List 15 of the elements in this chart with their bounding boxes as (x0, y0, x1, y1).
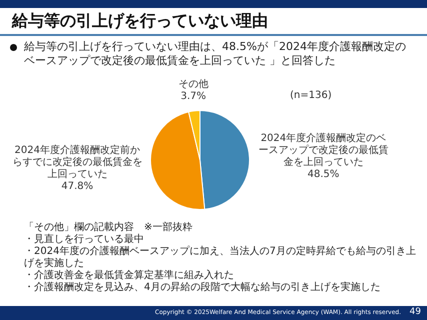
data-label: 3.7% (180, 90, 206, 102)
chart-subtitle: 給与等の引上げを行っていない理由は、48.5%が「2024年度介護報酬改定のベースアップで改定後の最低賃金を上回っていた 」と回答した (24, 40, 407, 68)
text: 49 (410, 307, 421, 317)
text: (n=136) (290, 90, 332, 101)
slice-label: 2024年度介護報酬改定前からすでに改定後の最低賃金を上回っていた (12, 145, 142, 180)
slice-label: その他 (178, 78, 208, 90)
text: ・介護改善金を最低賃金算定基準に組み入れた (24, 270, 235, 282)
data-label: 47.8% (61, 181, 94, 192)
text: ・介護報酬改定を見込み、4月の昇給の段階で大幅な給与の引き上げを実施した (24, 282, 382, 294)
text: 「その他」欄の記載内容 ※一部抜粋 (24, 222, 194, 234)
data-label: 48.5% (308, 169, 340, 180)
chart-title: 給与等の引上げを行っていない理由 (12, 11, 268, 32)
text: ・2024年度の介護報酬ベースアップに加え、当法人の7月の定時昇給でも給与の引き上げを実施した (24, 246, 417, 270)
text: ・見直しを行っている最中 (24, 234, 145, 246)
slice-label: 2024年度介護報酬改定のベースアップで改定後の最低賃金を上回っていた (258, 133, 388, 168)
